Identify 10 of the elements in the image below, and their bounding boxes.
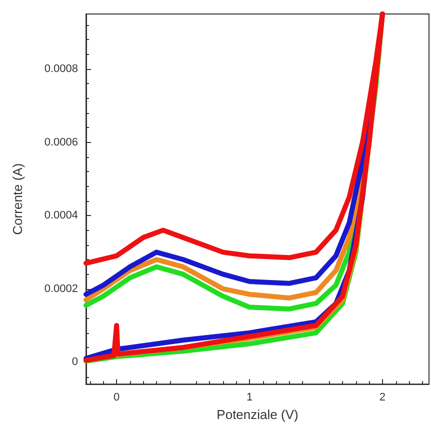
y-tick-label: 0: [72, 356, 78, 368]
y-tick-label: 0.0004: [44, 210, 78, 222]
y-tick-label: 0.0002: [44, 282, 78, 295]
y-tick-label: 0.0006: [44, 136, 78, 148]
x-axis-title: Potenziale (V): [216, 407, 298, 422]
y-tick-label: 0.0008: [44, 62, 78, 75]
x-tick-label: 1: [246, 392, 253, 404]
y-axis-title: Corrente (A): [10, 163, 25, 235]
x-tick-label: 2: [379, 392, 386, 404]
x-tick-label: 0: [114, 392, 120, 404]
